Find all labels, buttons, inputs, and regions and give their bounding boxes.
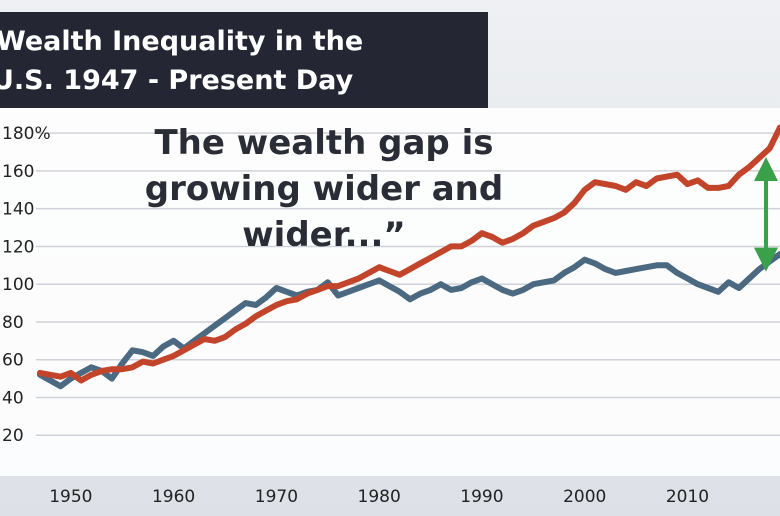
x-tick-label: 2010: [666, 487, 709, 507]
y-tick-label: 160: [2, 162, 34, 182]
y-tick-label: 100: [2, 275, 34, 295]
x-tick-label: 1950: [49, 487, 92, 507]
y-tick-label: 80: [2, 313, 24, 333]
series-line-blue: [37, 251, 780, 390]
callout-quote: The wealth gap is growing wider and wide…: [64, 120, 584, 258]
series-line-red: [37, 124, 780, 384]
y-tick-label: 140: [2, 200, 34, 220]
x-tick-label: 1960: [152, 487, 195, 507]
y-tick-label: 40: [2, 388, 24, 408]
y-tick-label: 180%: [2, 124, 51, 144]
y-tick-label: 60: [2, 351, 24, 371]
x-tick-label: 1980: [358, 487, 401, 507]
x-tick-label: 2000: [563, 487, 606, 507]
callout-line-2: growing wider and wider...”: [144, 169, 504, 255]
chart-title-line-1: Wealth Inequality in the: [0, 26, 364, 57]
y-tick-label: 120: [2, 237, 34, 257]
chart-title-line-2: U.S. 1947 - Present Day: [0, 65, 354, 96]
x-tick-label: 1990: [460, 487, 503, 507]
x-tick-label: 1970: [255, 487, 298, 507]
chart-panel: [0, 108, 780, 476]
callout-line-1: The wealth gap is: [154, 123, 494, 163]
title-banner: Wealth Inequality in the U.S. 1947 - Pre…: [0, 12, 488, 108]
y-tick-label: 20: [2, 426, 24, 446]
